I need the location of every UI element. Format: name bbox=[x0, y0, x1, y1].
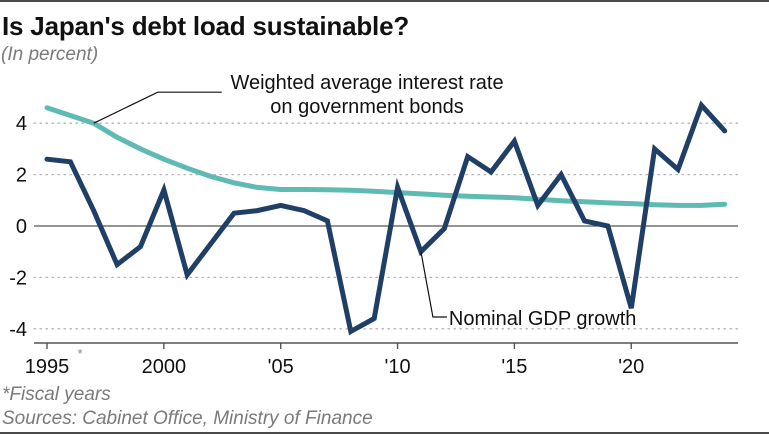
x-tick-label: '20 bbox=[618, 356, 644, 378]
source-note: Sources: Cabinet Office, Ministry of Fin… bbox=[2, 408, 373, 429]
top-rule bbox=[0, 0, 769, 2]
x-tick-label: 1995 bbox=[25, 356, 70, 378]
x-axis bbox=[34, 342, 738, 349]
gdp-growth-label: Nominal GDP growth bbox=[449, 308, 636, 330]
gdp-growth-line bbox=[44, 100, 728, 336]
gdp-growth-leader-line bbox=[420, 251, 447, 318]
x-tick-label: '10 bbox=[385, 356, 411, 378]
x-tick-label: '05 bbox=[268, 356, 294, 378]
y-axis-labels: 4 2 0 -2 -4 bbox=[9, 113, 27, 341]
chart-title: Is Japan's debt load sustainable? bbox=[2, 11, 410, 41]
x-tick-label: '15 bbox=[501, 356, 527, 378]
interest-rate-label-line2: on government bonds bbox=[270, 96, 463, 118]
x-axis-labels: 1995 * 2000 '05 '10 '15 '20 bbox=[25, 346, 645, 378]
y-tick-label: -2 bbox=[9, 267, 27, 289]
chart-subtitle: (In percent) bbox=[1, 44, 99, 65]
fiscal-year-marker: * bbox=[77, 346, 83, 361]
y-tick-label: -4 bbox=[9, 319, 27, 341]
y-tick-label: 2 bbox=[16, 165, 27, 187]
y-tick-label: 0 bbox=[16, 216, 27, 238]
y-tick-label: 4 bbox=[16, 113, 27, 135]
interest-rate-line bbox=[44, 105, 728, 208]
interest-rate-leader-line bbox=[93, 91, 222, 124]
footnote: *Fiscal years bbox=[2, 384, 111, 405]
series-lines bbox=[44, 100, 728, 336]
bottom-rule bbox=[0, 432, 769, 434]
interest-rate-label-line1: Weighted average interest rate bbox=[230, 72, 503, 94]
x-tick-label: 2000 bbox=[142, 356, 187, 378]
